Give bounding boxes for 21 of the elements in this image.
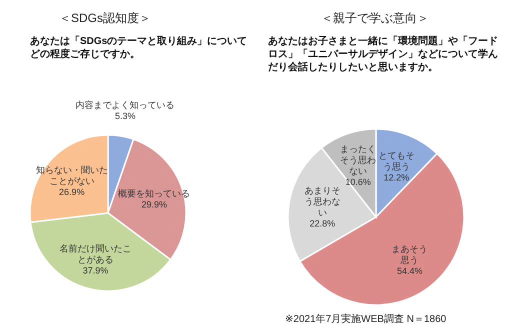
text: ※2021年7月実施WEB調査 N＝1860 <box>285 313 447 325</box>
chart-subtitle: あなたはお子さまと一緒に「環境問題」や「フードロス」「ユニバーサルデザイン」などについて学んだり会話したりしたいと思いますか。 <box>268 35 498 73</box>
data-label: 5.3% <box>114 110 136 121</box>
slice-label: 内容までよく知っている <box>76 100 175 110</box>
data-label: 22.8% <box>310 218 336 228</box>
slice-label: まったくそう思わない <box>340 144 376 176</box>
chart-subtitle: あなたは「SDGsのテーマと取り組み」についてどの程度ご存じですか。 <box>30 35 248 60</box>
data-label: 26.9% <box>59 186 85 197</box>
chart-title: ＜親子で学ぶ意向＞ <box>321 11 429 25</box>
data-label: 29.9% <box>141 199 167 210</box>
slice-label: とてもそう思う <box>378 150 414 172</box>
data-label: 10.6% <box>345 176 371 187</box>
chart-title: ＜SDGs認知度＞ <box>58 11 152 25</box>
data-label: 37.9% <box>82 266 108 276</box>
slice-label: 名前だけ聞いたことがある <box>60 244 132 265</box>
data-label: 54.4% <box>396 266 422 276</box>
slice-label: 知らない・聞いたことがない <box>36 164 108 186</box>
data-label: 12.2% <box>384 172 410 182</box>
slice-label: 概要を知っている <box>118 188 190 198</box>
slice-label: まあそう思う <box>392 244 428 265</box>
slice-label: あまりそう思わない <box>304 185 340 218</box>
